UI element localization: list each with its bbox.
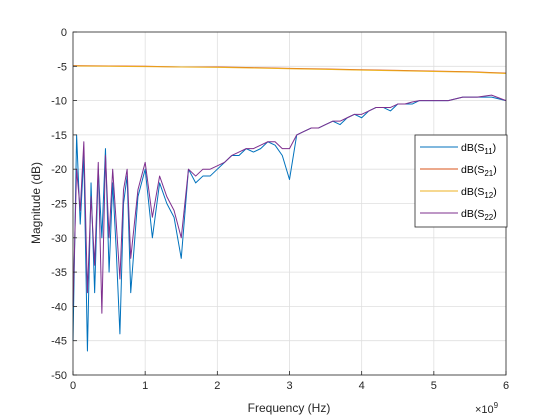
y-tick-label: -40 [51,301,67,313]
series-line-11 [72,96,507,352]
y-tick-label: -25 [51,199,67,211]
y-tick-label: -5 [57,61,67,73]
y-tick-label: -15 [51,130,67,142]
legend-box [414,134,508,228]
series-line-22 [72,94,507,314]
y-tick-label: -45 [51,336,67,348]
x-tick-label: 4 [359,380,365,392]
x-tick-label: 6 [503,380,509,392]
axis-ticks: 0 1 2 3 4 5 6 0 -5 -10 -15 -20 -25 -30 -35 -40 -45 -50 [51,27,509,392]
x-tick-label: 1 [142,380,148,392]
series-lines [72,65,507,352]
y-tick-label: 0 [61,27,67,39]
legend-entry: dB(S11) [461,142,496,156]
x-tick-label: 0 [70,380,76,392]
x-tick-label: 2 [214,380,220,392]
series-line-12 [72,65,507,74]
y-tick-label: -30 [51,233,67,245]
y-tick-label: -50 [51,370,67,382]
x-axis-label: Frequency (Hz) [248,401,331,415]
y-tick-label: -20 [51,164,67,176]
x-tick-label: 3 [286,380,292,392]
y-tick-label: -10 [51,96,67,108]
legend: dB(S11) dB(S21) dB(S12) dB(S22) [414,134,508,228]
legend-entry: dB(S22) [461,208,497,222]
legend-entry: dB(S21) [461,164,497,178]
x-tick-label: 5 [431,380,437,392]
y-axis-label: Magnitude (dB) [29,162,43,244]
x-exponent-label: ×109 [475,401,499,416]
legend-entry: dB(S12) [461,186,497,200]
y-tick-label: -35 [51,267,67,279]
